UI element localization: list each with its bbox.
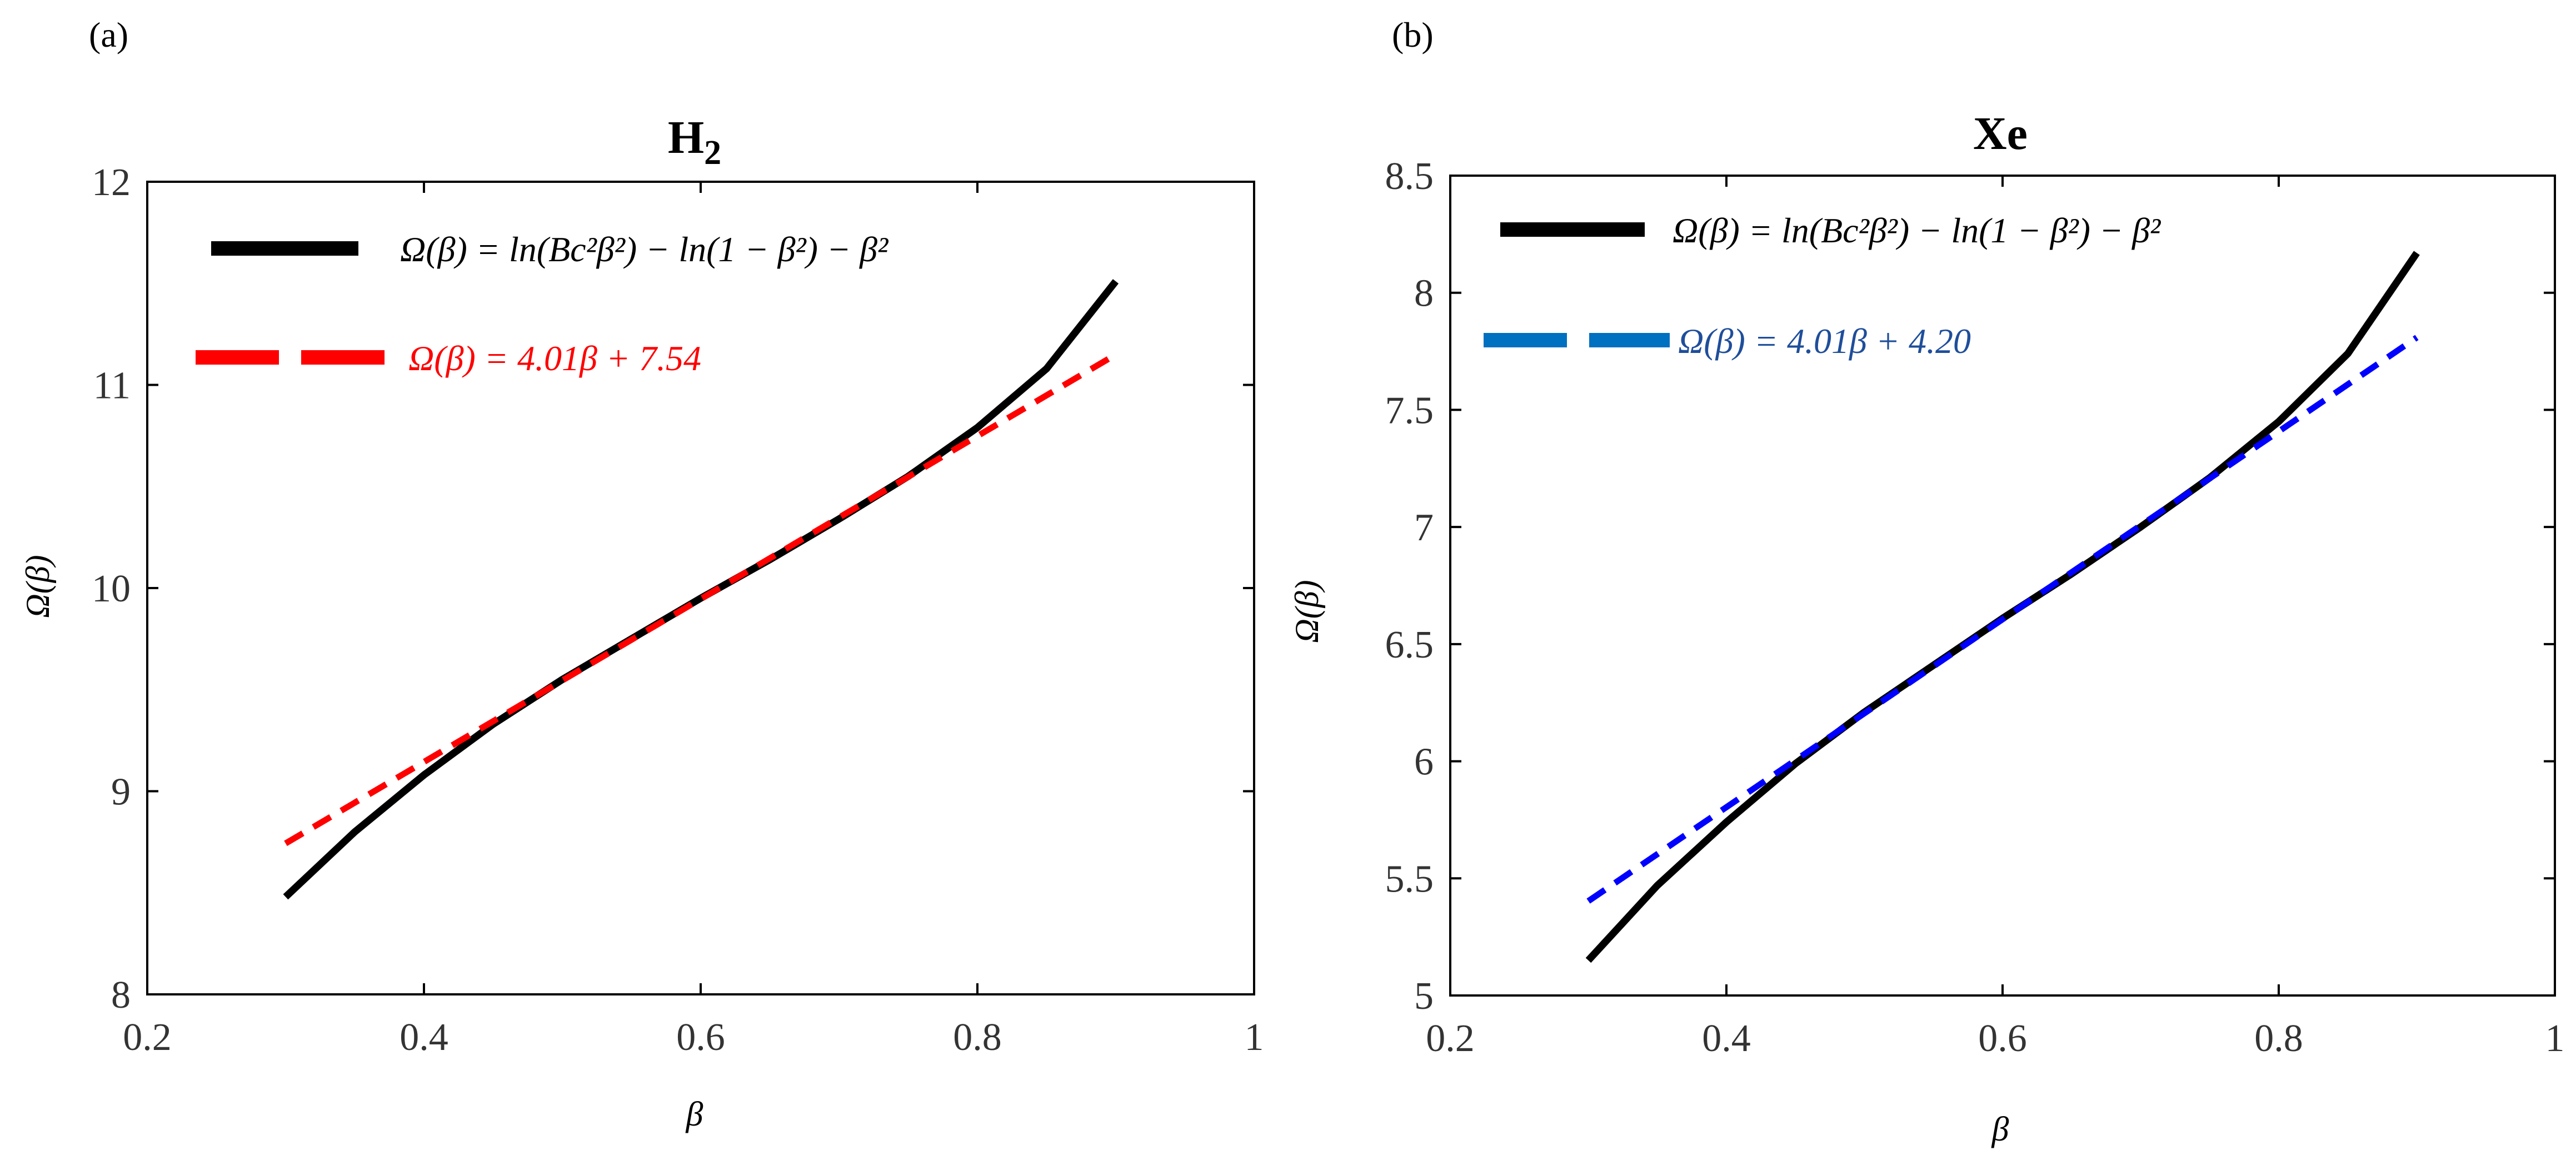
y-axis-label: Ω(β) bbox=[19, 555, 56, 618]
y-tick-label: 11 bbox=[93, 365, 131, 407]
x-tick-label: 0.8 bbox=[2254, 1017, 2303, 1060]
panel-a: (a) H2 Ω(β) β 0.2 0.4 0.6 0.8 1 8 9 10 11 12 Ω(β)… bbox=[19, 15, 1264, 1133]
y-tick-label: 6 bbox=[1414, 741, 1434, 784]
x-tick-label: 0.2 bbox=[123, 1016, 172, 1059]
chart-title: H2 bbox=[668, 112, 721, 172]
chart-title-main: Xe bbox=[1973, 108, 2028, 160]
panel-b: (b) Xe Ω(β) β 0.2 0.4 0.6 0.8 1 5 5.5 6 6.5 7 7.5 8… bbox=[1289, 15, 2565, 1148]
legend-entry-0: Ω(β) = ln(Bc²β²) − ln(1 − β²) − β² bbox=[400, 230, 889, 269]
chart-title-subscript: 2 bbox=[704, 134, 721, 172]
x-tick-label: 1 bbox=[1245, 1016, 1264, 1059]
y-tick-label: 8.5 bbox=[1385, 155, 1434, 198]
legend-entry-0: Ω(β) = ln(Bc²β²) − ln(1 − β²) − β² bbox=[1673, 211, 2161, 250]
legend-entry-1: Ω(β) = 4.01β + 7.54 bbox=[408, 338, 701, 378]
y-tick-label: 7 bbox=[1414, 506, 1434, 549]
y-tick-label: 12 bbox=[92, 161, 131, 204]
x-tick-label: 0.6 bbox=[1978, 1017, 2027, 1060]
legend-entry-1: Ω(β) = 4.01β + 4.20 bbox=[1678, 321, 1971, 361]
y-tick-label: 8 bbox=[1414, 272, 1434, 315]
y-tick-label: 10 bbox=[92, 567, 131, 610]
chart-title-main: H bbox=[668, 112, 704, 163]
plot-area-frame bbox=[1449, 175, 2556, 997]
y-axis-label: Ω(β) bbox=[1289, 580, 1325, 643]
axis-ticks: 0.2 0.4 0.6 0.8 1 8 9 10 11 12 bbox=[92, 161, 1264, 1059]
x-tick-label: 0.4 bbox=[1702, 1017, 1751, 1060]
x-tick-label: 0.8 bbox=[953, 1016, 1002, 1059]
y-tick-label: 7.5 bbox=[1385, 389, 1434, 432]
x-tick-label: 0.2 bbox=[1426, 1017, 1475, 1060]
plot-series bbox=[1585, 251, 2420, 963]
legend: Ω(β) = ln(Bc²β²) − ln(1 − β²) − β² Ω(β) … bbox=[1484, 211, 2161, 361]
y-tick-label: 5 bbox=[1414, 975, 1434, 1018]
axis-ticks: 0.2 0.4 0.6 0.8 1 5 5.5 6 6.5 7 7.5 8 8.5 bbox=[1385, 155, 2565, 1060]
x-tick-label: 0.4 bbox=[400, 1016, 448, 1059]
y-tick-label: 9 bbox=[111, 771, 131, 814]
x-axis-label: β bbox=[1991, 1111, 2009, 1148]
x-tick-label: 1 bbox=[2545, 1017, 2565, 1060]
panel-label: (b) bbox=[1392, 15, 1434, 54]
y-tick-label: 6.5 bbox=[1385, 624, 1434, 666]
x-tick-label: 0.6 bbox=[676, 1016, 725, 1059]
legend: Ω(β) = ln(Bc²β²) − ln(1 − β²) − β² Ω(β) … bbox=[196, 230, 889, 378]
x-axis-label: β bbox=[686, 1096, 703, 1133]
chart-title: Xe bbox=[1973, 108, 2028, 160]
y-tick-label: 8 bbox=[111, 974, 131, 1017]
plot-area-frame bbox=[146, 181, 1255, 995]
plot-series bbox=[283, 279, 1119, 900]
series-line-1 bbox=[1586, 335, 2419, 904]
panel-label: (a) bbox=[89, 15, 128, 54]
series-line-0 bbox=[283, 279, 1119, 900]
y-tick-label: 5.5 bbox=[1385, 858, 1434, 900]
